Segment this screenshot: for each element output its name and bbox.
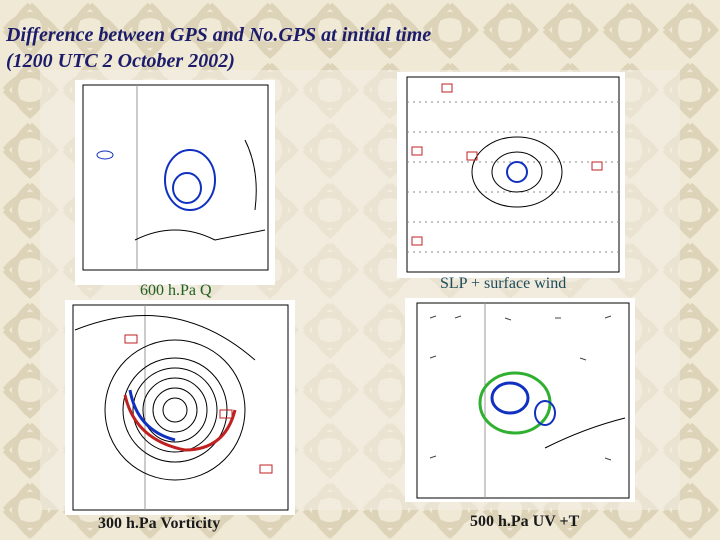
caption: 600 h.Pa Q: [140, 282, 212, 299]
map-panel: [65, 300, 295, 515]
title-line: (1200 UTC 2 October 2002): [6, 50, 235, 72]
map-panel: [75, 80, 275, 285]
caption: 300 h.Pa Vorticity: [98, 515, 221, 532]
caption: 500 h.Pa UV +T: [470, 513, 580, 530]
map-panel: [397, 72, 625, 278]
title-line: Difference between GPS and No.GPS at ini…: [6, 24, 432, 46]
caption: SLP + surface wind: [440, 275, 567, 292]
map-panel: [405, 298, 635, 502]
